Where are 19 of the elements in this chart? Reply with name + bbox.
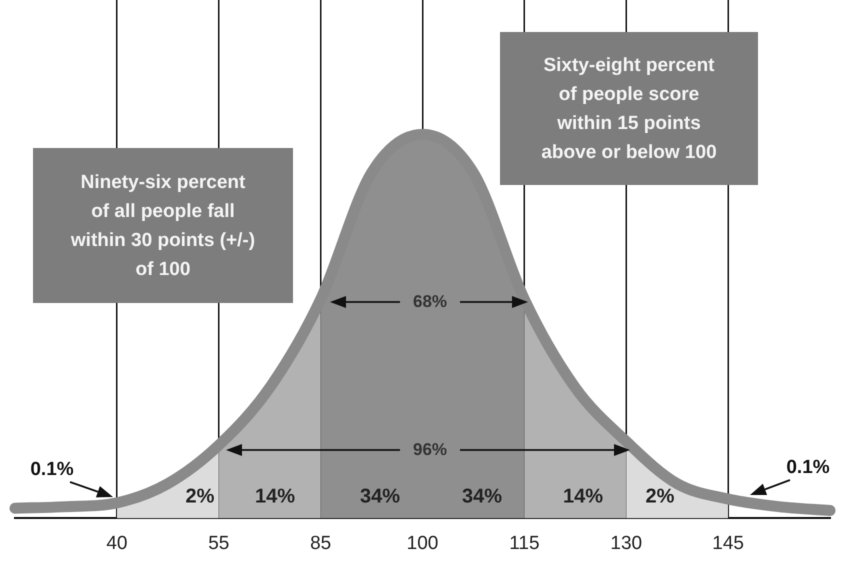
x-tick-label: 100	[406, 532, 438, 554]
annotation: 2%	[186, 486, 214, 508]
x-tick-label: 40	[106, 532, 128, 554]
annotation: 14%	[254, 486, 296, 508]
annotation: Ninety-six percent of all people fall within 30 points (+/-) of 100	[70, 170, 256, 282]
annotation: 0.1%	[30, 459, 74, 481]
annotation: 68%	[412, 292, 448, 312]
annotation: 14%	[562, 486, 604, 508]
annotation: 34%	[360, 486, 400, 508]
x-tick-label: 55	[208, 532, 230, 554]
annotation: 96%	[412, 440, 448, 460]
annotation: 34%	[462, 486, 502, 508]
annotation: Sixty-eight percent of people score within 15 points above or below 100	[541, 54, 717, 164]
x-tick-label: 130	[610, 532, 642, 554]
x-tick-label: 115	[509, 532, 540, 554]
x-tick-label: 145	[712, 532, 744, 554]
annotation: 0.1%	[786, 457, 830, 479]
annotation: 2%	[646, 486, 674, 508]
x-tick-label: 85	[310, 532, 332, 554]
